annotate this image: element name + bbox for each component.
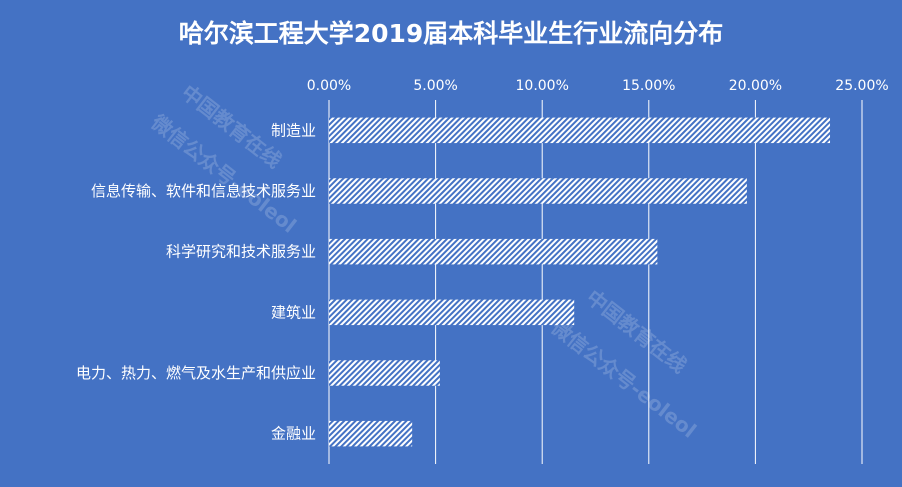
bar xyxy=(329,360,440,386)
bar xyxy=(329,299,575,326)
bar xyxy=(329,420,413,447)
x-tick-label: 5.00% xyxy=(413,78,457,94)
category-label: 电力、热力、燃气及水生产和供应业 xyxy=(76,364,316,382)
chart-title: 哈尔滨工程大学2019届本科毕业生行业流向分布 xyxy=(178,19,724,48)
category-label: 金融业 xyxy=(271,425,316,443)
x-tick-label: 15.00% xyxy=(622,78,675,94)
x-tick-label: 0.00% xyxy=(307,78,351,94)
bar xyxy=(329,238,658,265)
x-tick-label: 25.00% xyxy=(835,78,888,94)
x-tick-label: 10.00% xyxy=(516,78,569,94)
bar xyxy=(329,178,747,204)
x-tick-label: 20.00% xyxy=(729,78,782,94)
category-label: 建筑业 xyxy=(271,303,316,321)
category-label: 制造业 xyxy=(271,121,316,139)
category-label: 科学研究和技术服务业 xyxy=(166,243,316,261)
category-label: 信息传输、软件和信息技术服务业 xyxy=(91,182,316,200)
bar xyxy=(329,117,831,144)
